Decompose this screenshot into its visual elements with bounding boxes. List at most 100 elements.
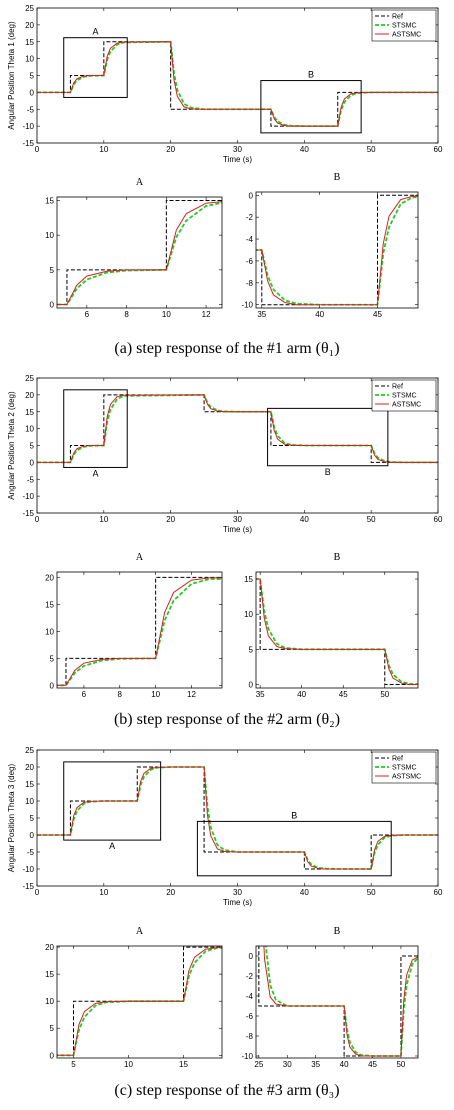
x-tick-label: 40: [300, 515, 309, 524]
y-tick-label: 10: [25, 797, 34, 806]
series-group: [256, 578, 418, 686]
x-tick-label: 12: [187, 690, 196, 699]
series-group: [37, 40, 438, 128]
series-line: [256, 578, 418, 685]
chart-title: B: [334, 552, 341, 563]
x-tick-label: 6: [85, 310, 90, 319]
plot-frame: [56, 945, 223, 1059]
y-tick-label: -2: [246, 972, 254, 981]
plot-area: [57, 572, 222, 688]
x-tick-label: 40: [315, 310, 324, 319]
x-tick-label: 8: [118, 690, 123, 699]
y-tick-label: 20: [25, 21, 34, 30]
x-tick-label: 40: [340, 1060, 349, 1069]
series-line: [263, 946, 418, 1057]
series-line: [256, 195, 418, 306]
series-line: [57, 577, 222, 686]
y-axis-label: Angular Position Theta 2 (deg): [7, 391, 16, 500]
y-tick-label: 5: [249, 645, 254, 654]
y-tick-label: 0: [50, 1051, 55, 1060]
series-line: [57, 201, 222, 306]
x-tick-label: 50: [396, 1060, 405, 1069]
series-line: [264, 946, 418, 1057]
x-tick-label: 15: [179, 1060, 188, 1069]
x-tick-label: 50: [367, 145, 376, 154]
y-tick-label: 15: [25, 408, 34, 417]
x-tick-label: 45: [368, 1060, 377, 1069]
x-tick-label: 0: [35, 888, 40, 897]
y-tick-label: 0: [249, 191, 254, 200]
y-tick-label: -8: [246, 1032, 254, 1041]
chart-title: B: [334, 926, 341, 937]
y-tick-label: 5: [50, 1024, 55, 1033]
x-tick-label: 10: [99, 145, 108, 154]
y-tick-label: 5: [50, 266, 55, 275]
y-tick-label: 10: [25, 55, 34, 64]
y-tick-label: 0: [249, 680, 254, 689]
x-axis-label: Time (s): [223, 898, 252, 907]
series-line: [37, 394, 438, 463]
y-tick-label: -10: [241, 1052, 253, 1061]
legend-label: STSMC: [392, 765, 417, 772]
y-tick-label: 10: [45, 231, 54, 240]
y-axis-label: Angular Position Theta 1 (deg): [7, 21, 16, 130]
x-tick-label: 50: [367, 888, 376, 897]
legend-label: Ref: [392, 756, 403, 763]
y-tick-label: 10: [45, 997, 54, 1006]
chart-title: B: [334, 172, 341, 183]
y-tick-label: 0: [249, 952, 254, 961]
y-tick-label: 10: [25, 425, 34, 434]
series-line: [37, 41, 438, 127]
zoom-box: [267, 407, 389, 467]
series-line: [256, 578, 418, 685]
y-tick-label: 15: [45, 196, 54, 205]
y-axis-label: Angular Position Theta 3 (deg): [7, 763, 16, 872]
series-group: [256, 194, 418, 306]
legend-label: ASTSMC: [392, 32, 421, 39]
y-tick-label: 25: [25, 4, 34, 13]
y-tick-label: -10: [241, 301, 253, 310]
zoom-box: [63, 389, 128, 468]
legend-label: Ref: [392, 384, 403, 391]
y-tick-label: 15: [45, 970, 54, 979]
legend-label: ASTSMC: [392, 774, 421, 781]
plot-frame: [36, 377, 439, 514]
x-tick-label: 50: [367, 515, 376, 524]
x-tick-label: 12: [202, 310, 211, 319]
legend-label: STSMC: [392, 23, 417, 30]
plot-area: [37, 750, 438, 886]
x-tick-label: 45: [339, 690, 348, 699]
plot-frame: [255, 571, 419, 689]
x-tick-label: 60: [434, 515, 443, 524]
plot-frame: [56, 196, 223, 309]
x-tick-label: 30: [233, 515, 242, 524]
x-tick-label: 8: [124, 310, 129, 319]
zoom-label: A: [92, 468, 98, 478]
series-group: [57, 576, 222, 687]
y-tick-label: -10: [22, 492, 34, 501]
y-tick-label: 0: [50, 301, 55, 310]
zoom-box: [63, 761, 162, 841]
x-tick-label: 20: [166, 515, 175, 524]
x-tick-label: 10: [99, 888, 108, 897]
x-tick-label: 50: [380, 690, 389, 699]
y-tick-label: 5: [30, 72, 35, 81]
y-tick-label: -6: [246, 1012, 254, 1021]
zoom-label: A: [109, 841, 115, 851]
x-tick-label: 60: [434, 888, 443, 897]
y-tick-label: 0: [30, 88, 35, 97]
series-line: [37, 394, 438, 463]
legend-label: Ref: [392, 14, 403, 21]
series-line: [57, 199, 222, 306]
y-tick-label: -15: [22, 139, 34, 148]
plot-area: [57, 946, 222, 1058]
y-tick-label: 0: [30, 831, 35, 840]
plot-frame: [255, 191, 419, 309]
y-tick-label: 20: [45, 573, 54, 582]
y-tick-label: -8: [246, 279, 254, 288]
y-tick-label: 25: [25, 746, 34, 755]
y-tick-label: -5: [27, 848, 35, 857]
x-axis-label: Time (s): [223, 155, 252, 164]
series-line: [57, 946, 222, 1056]
